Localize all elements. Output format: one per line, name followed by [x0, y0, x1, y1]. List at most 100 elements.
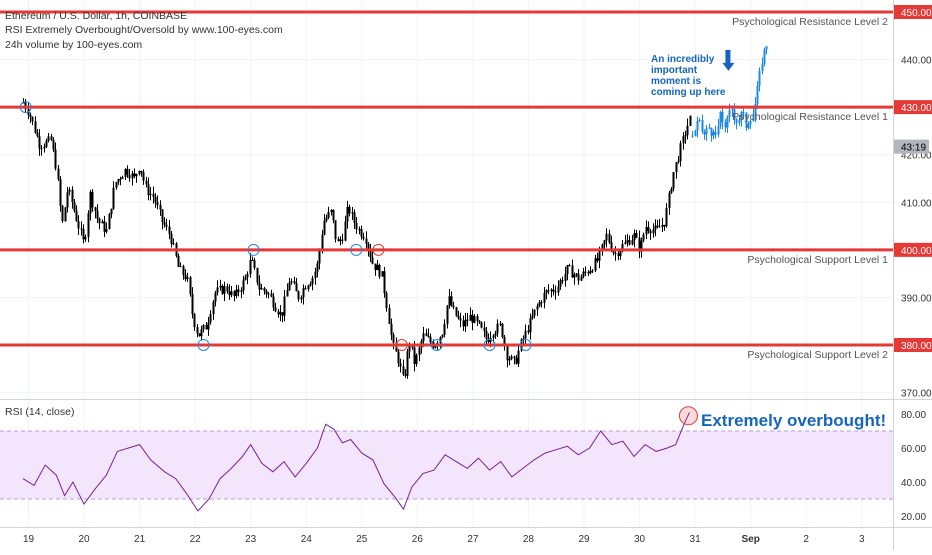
candle	[334, 220, 337, 240]
candle	[515, 358, 518, 364]
candle	[196, 327, 199, 334]
candle	[34, 121, 37, 133]
candle	[561, 280, 564, 282]
candle	[260, 288, 263, 290]
candle	[295, 283, 298, 292]
candle	[346, 206, 349, 222]
candle	[566, 265, 569, 274]
rsi-tick-label: 40.00	[901, 478, 926, 489]
candle	[59, 179, 62, 206]
candle	[448, 296, 451, 306]
candle	[318, 250, 321, 264]
recent-candle	[710, 127, 713, 136]
candle	[670, 188, 673, 193]
candle	[84, 236, 87, 240]
price-level-tag-label: 430.00	[901, 103, 932, 114]
candle	[353, 212, 356, 224]
candle	[378, 265, 381, 277]
candle	[369, 249, 372, 258]
candle	[288, 282, 291, 291]
candle	[661, 224, 664, 228]
price-level-tag	[894, 100, 932, 115]
recent-candle	[701, 119, 704, 132]
candle	[172, 243, 175, 245]
candle	[256, 267, 259, 283]
recent-candle	[705, 128, 708, 135]
candle	[638, 237, 641, 252]
candle	[608, 233, 611, 243]
candle	[300, 297, 303, 300]
candle	[77, 220, 80, 229]
candle	[200, 329, 203, 337]
time-tick-label: 27	[467, 534, 479, 545]
candle	[443, 323, 446, 335]
annotation-note-line: moment is	[651, 76, 702, 87]
candle	[40, 148, 43, 150]
candle	[71, 189, 74, 203]
rsi-tick-label: 80.00	[901, 410, 926, 421]
candle	[94, 207, 97, 211]
candle	[390, 323, 393, 335]
candle	[367, 243, 370, 250]
candle	[434, 346, 437, 348]
candle	[633, 233, 636, 241]
candle	[221, 285, 224, 294]
time-tick-label: 28	[523, 534, 535, 545]
candle	[642, 234, 645, 241]
candle	[226, 286, 229, 292]
candle	[647, 227, 650, 232]
time-tick-label: 25	[356, 534, 368, 545]
recent-candle	[749, 120, 752, 125]
rsi-band	[0, 431, 893, 499]
time-tick-label: 24	[301, 534, 313, 545]
candle	[191, 293, 194, 315]
recent-candle	[721, 111, 724, 122]
candle	[462, 320, 465, 327]
candle	[66, 192, 69, 208]
candle	[323, 220, 326, 235]
candle	[337, 239, 340, 242]
time-tick-label: 19	[23, 534, 35, 545]
candle	[112, 187, 115, 209]
candle	[365, 238, 368, 244]
candle	[496, 323, 499, 334]
current-price-tag-label: 43:19	[901, 143, 926, 154]
candle	[469, 314, 472, 321]
candle	[36, 132, 39, 137]
candle	[61, 205, 64, 222]
candle	[413, 347, 416, 364]
candle	[54, 149, 57, 169]
candle	[471, 314, 474, 323]
current-price-tag	[894, 139, 929, 154]
candle	[304, 288, 307, 290]
candle	[302, 288, 305, 298]
recent-candle	[719, 111, 722, 127]
candle	[358, 229, 361, 231]
candle	[564, 273, 567, 282]
time-tick-label: 26	[412, 534, 424, 545]
candle	[492, 335, 495, 338]
candle	[50, 136, 53, 140]
candle	[635, 233, 638, 238]
recent-candle	[756, 85, 759, 104]
candle	[246, 274, 249, 278]
candle	[547, 290, 550, 292]
candle	[466, 319, 469, 321]
candle	[258, 282, 261, 290]
recent-candle	[717, 126, 720, 135]
candle	[253, 260, 256, 268]
candle	[399, 363, 402, 367]
candle	[591, 270, 594, 272]
candle	[45, 140, 48, 147]
candle	[265, 290, 268, 294]
annotation-note-line: important	[651, 65, 698, 76]
candle	[450, 296, 453, 306]
overbought-annotation: Extremely overbought!	[701, 411, 887, 430]
annotation-arrow	[722, 49, 735, 71]
candle	[145, 180, 148, 185]
candle	[483, 327, 486, 332]
level-label: Psychological Support Level 2	[747, 349, 888, 361]
recent-candle	[761, 64, 764, 71]
candle	[152, 193, 155, 197]
candle	[147, 184, 150, 196]
